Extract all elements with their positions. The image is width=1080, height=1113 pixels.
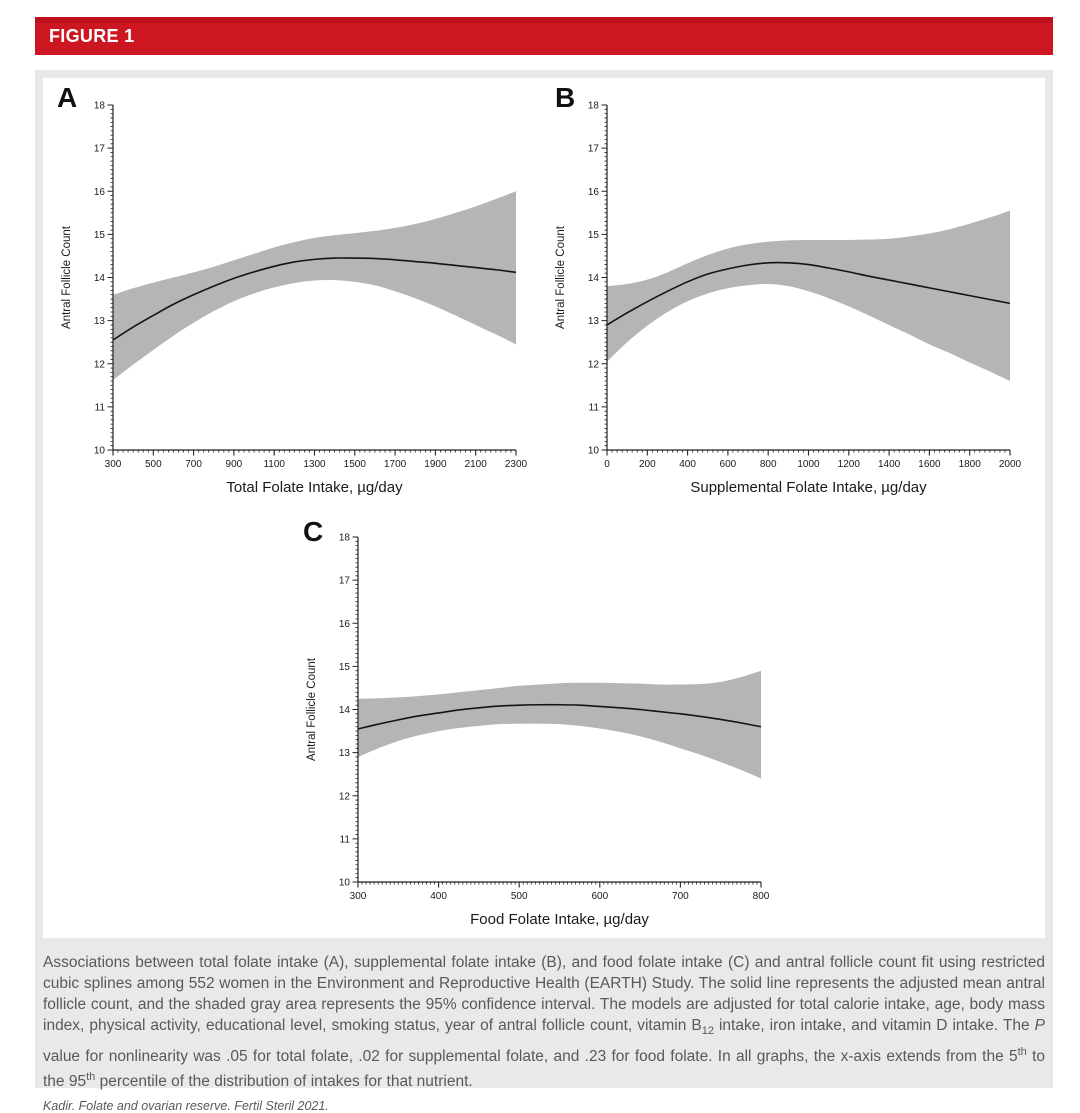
x-tick-label: 600 <box>720 459 737 470</box>
caption-subscript-b12: 12 <box>701 1025 714 1038</box>
y-tick-label: 17 <box>94 144 106 155</box>
y-tick-label: 17 <box>339 576 351 587</box>
mean-line <box>112 257 517 341</box>
y-axis-title: Antral Follicle Count <box>61 225 73 329</box>
y-tick-label: 15 <box>94 230 106 241</box>
x-tick-label: 900 <box>226 459 243 470</box>
figure-header: FIGURE 1 <box>35 17 1053 55</box>
x-tick-label: 600 <box>591 891 608 902</box>
y-tick-label: 16 <box>588 187 600 198</box>
x-tick-label: 1400 <box>878 459 901 470</box>
x-tick-label: 800 <box>760 459 777 470</box>
x-tick-label: 1800 <box>959 459 982 470</box>
x-tick-label: 2300 <box>505 459 528 470</box>
y-tick-label: 16 <box>94 187 106 198</box>
major-ticks <box>601 104 1011 456</box>
x-tick-label: 1700 <box>384 459 407 470</box>
caption-segment: Associations between total folate intake… <box>43 954 1045 1034</box>
y-tick-label: 10 <box>588 446 600 457</box>
x-tick-label: 1200 <box>838 459 861 470</box>
y-tick-label: 11 <box>340 834 351 845</box>
y-tick-label: 13 <box>94 316 106 327</box>
y-tick-label: 10 <box>94 446 106 457</box>
y-tick-label: 14 <box>94 273 106 284</box>
x-tick-label: 700 <box>185 459 202 470</box>
chart-total-folate: 10 11 12 13 14 15 16 17 18 300 500 700 900 1100 1300 15… <box>61 101 528 497</box>
y-tick-label: 10 <box>339 878 351 889</box>
x-tick-label: 2000 <box>999 459 1022 470</box>
y-tick-label: 13 <box>588 316 600 327</box>
y-tick-label: 12 <box>588 359 600 370</box>
x-tick-label: 700 <box>672 891 689 902</box>
y-tick-label: 12 <box>94 359 106 370</box>
y-tick-label: 18 <box>94 101 106 112</box>
x-tick-label: 300 <box>105 459 122 470</box>
minor-ticks <box>604 108 1006 453</box>
panel-label-b: B <box>555 82 576 113</box>
y-tick-label: 15 <box>588 230 600 241</box>
x-tick-label: 800 <box>753 891 770 902</box>
y-tick-label: 14 <box>588 273 600 284</box>
x-tick-label: 400 <box>430 891 447 902</box>
caption-superscript-th: th <box>86 1071 96 1084</box>
x-axis-title: Total Folate Intake, µg/day <box>226 479 403 496</box>
x-tick-label: 1500 <box>344 459 367 470</box>
x-tick-label: 400 <box>679 459 696 470</box>
caption-segment: percentile of the distribution of intake… <box>95 1073 473 1091</box>
confidence-band <box>358 670 761 779</box>
minor-ticks <box>355 540 758 885</box>
chart-food-folate: 10 11 12 13 14 15 16 17 18 300 400 500 600 700 800 Food… <box>306 533 770 929</box>
x-tick-label: 0 <box>604 459 610 470</box>
x-tick-label: 500 <box>145 459 162 470</box>
x-tick-label: 1100 <box>263 459 285 470</box>
y-tick-label: 11 <box>95 402 106 413</box>
caption-segment: value for nonlinearity was .05 for total… <box>43 1048 1018 1066</box>
chart-supplemental-folate: 10 11 12 13 14 15 16 17 18 0 200 400 600 800 1000 1200 1… <box>555 101 1022 497</box>
confidence-band <box>113 191 516 381</box>
caption-segment: intake, iron intake, and vitamin D intak… <box>713 1017 1035 1034</box>
major-ticks <box>107 104 517 456</box>
figure-title: FIGURE 1 <box>49 25 135 46</box>
mean-line <box>606 261 1011 326</box>
y-tick-label: 17 <box>588 144 600 155</box>
chart-canvas: A B C 10 11 12 13 14 15 16 17 18 300 500 700 900 1100… <box>43 78 1045 938</box>
x-axis-title: Food Folate Intake, µg/day <box>470 911 649 928</box>
y-axis-title: Antral Follicle Count <box>306 657 318 761</box>
x-tick-label: 200 <box>639 459 656 470</box>
panel-label-a: A <box>57 82 78 113</box>
x-tick-label: 1000 <box>797 459 820 470</box>
major-ticks <box>352 536 762 888</box>
y-tick-label: 16 <box>339 619 351 630</box>
y-tick-label: 18 <box>339 533 351 544</box>
y-tick-label: 13 <box>339 748 351 759</box>
x-tick-label: 300 <box>350 891 367 902</box>
x-tick-label: 2100 <box>465 459 488 470</box>
figure-body: A B C 10 11 12 13 14 15 16 17 18 300 500 700 900 1100… <box>35 70 1053 1113</box>
x-tick-label: 500 <box>511 891 528 902</box>
mean-line <box>357 703 762 730</box>
caption-text: Associations between total folate intake… <box>43 952 1045 1092</box>
y-tick-label: 18 <box>588 101 600 112</box>
x-tick-label: 1600 <box>918 459 941 470</box>
x-tick-label: 1300 <box>303 459 326 470</box>
caption-p-italic: P <box>1034 1017 1045 1034</box>
figure-caption: Associations between total folate intake… <box>43 952 1045 1113</box>
x-tick-label: 1900 <box>424 459 447 470</box>
caption-superscript-th: th <box>1017 1046 1027 1059</box>
y-tick-label: 15 <box>339 662 351 673</box>
panel-label-c: C <box>303 516 324 547</box>
x-axis-title: Supplemental Folate Intake, µg/day <box>690 479 927 496</box>
minor-ticks <box>110 108 512 453</box>
y-tick-label: 14 <box>339 705 351 716</box>
caption-segment: to the 95 <box>43 1048 1046 1091</box>
y-tick-label: 12 <box>339 791 351 802</box>
y-axis-title: Antral Follicle Count <box>555 225 567 329</box>
attribution: Kadir. Folate and ovarian reserve. Ferti… <box>43 1099 329 1113</box>
y-tick-label: 11 <box>589 402 600 413</box>
confidence-band <box>607 210 1010 381</box>
